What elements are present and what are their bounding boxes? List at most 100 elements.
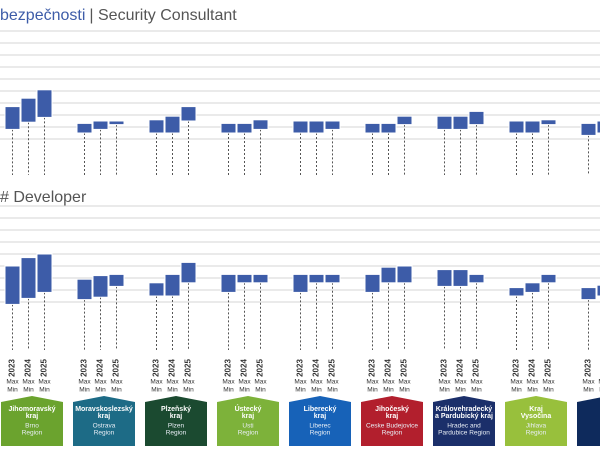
range-bar xyxy=(452,269,469,287)
year-label: 2023 xyxy=(440,359,449,377)
min-label: Min xyxy=(111,387,122,394)
region-name: Jihomoravský xyxy=(8,406,55,413)
range-bar xyxy=(596,284,600,297)
region-english: Region xyxy=(166,430,187,437)
min-label: Min xyxy=(399,387,410,394)
max-label: Max xyxy=(398,379,411,386)
range-bar xyxy=(36,253,53,293)
region-english: Region xyxy=(526,430,547,437)
range-bar xyxy=(380,266,397,284)
range-bar xyxy=(36,89,53,118)
region-name: kraj xyxy=(242,413,255,420)
year-label: 2024 xyxy=(240,359,249,377)
max-label: Max xyxy=(6,379,19,386)
region-english: Ceske Budejovice xyxy=(366,423,418,430)
range-bar xyxy=(180,261,197,284)
min-label: Min xyxy=(223,387,234,394)
min-label: Min xyxy=(583,387,594,394)
min-label: Min xyxy=(95,387,106,394)
region-name: Kraj xyxy=(529,406,543,413)
max-label: Max xyxy=(78,379,91,386)
min-label: Min xyxy=(311,387,322,394)
min-label: Min xyxy=(183,387,194,394)
min-label: Min xyxy=(39,387,50,394)
max-label: Max xyxy=(598,379,600,386)
min-label: Min xyxy=(527,387,538,394)
max-label: Max xyxy=(38,379,51,386)
range-bar xyxy=(396,265,413,284)
year-label: 2024 xyxy=(456,359,465,377)
max-label: Max xyxy=(470,379,483,386)
range-bar xyxy=(468,110,485,126)
region-badge xyxy=(361,396,423,446)
range-bar xyxy=(508,120,525,134)
range-bar xyxy=(364,122,381,134)
year-label: 2023 xyxy=(296,359,305,377)
range-bar xyxy=(220,122,237,134)
region-english: Jihlava xyxy=(526,423,547,430)
max-label: Max xyxy=(94,379,107,386)
range-bar xyxy=(148,119,165,134)
region-english: Region xyxy=(238,430,259,437)
max-label: Max xyxy=(310,379,323,386)
range-bar xyxy=(148,282,165,297)
min-label: Min xyxy=(79,387,90,394)
range-bar xyxy=(540,119,557,126)
region-badge xyxy=(1,396,63,446)
region-name: Liberecký xyxy=(304,406,337,413)
region-english: Usti xyxy=(242,423,253,430)
year-label: 2023 xyxy=(80,359,89,377)
region-name: kraj xyxy=(98,413,111,420)
max-label: Max xyxy=(382,379,395,386)
range-bar xyxy=(164,115,181,134)
min-label: Min xyxy=(439,387,450,394)
max-label: Max xyxy=(182,379,195,386)
region-english: Region xyxy=(22,430,43,437)
region-english: Pardubice Region xyxy=(438,430,490,437)
max-label: Max xyxy=(254,379,267,386)
range-bar xyxy=(76,278,93,301)
year-label: 2025 xyxy=(328,359,337,377)
min-label: Min xyxy=(295,387,306,394)
range-bar xyxy=(236,122,253,134)
range-bar xyxy=(524,120,541,134)
range-bar xyxy=(108,120,125,126)
region-badge xyxy=(433,396,495,446)
range-bar xyxy=(324,120,341,130)
region-name: Ústecký xyxy=(235,404,262,413)
min-label: Min xyxy=(151,387,162,394)
range-bar xyxy=(252,273,269,284)
range-bar xyxy=(508,287,525,297)
range-bar xyxy=(4,265,21,305)
range-bar xyxy=(436,269,453,287)
range-bar xyxy=(76,122,93,134)
region-name: Jihočeský xyxy=(375,406,409,413)
range-bar xyxy=(580,287,597,301)
region-english: Region xyxy=(310,430,331,437)
min-label: Min xyxy=(367,387,378,394)
max-label: Max xyxy=(150,379,163,386)
year-label: 2025 xyxy=(400,359,409,377)
range-bar xyxy=(164,273,181,297)
year-label: 2025 xyxy=(112,359,121,377)
panel-title: # Developer xyxy=(0,189,87,206)
region-english: Brno xyxy=(25,423,39,430)
region-english: Plzen xyxy=(168,423,185,430)
min-label: Min xyxy=(7,387,18,394)
range-bar xyxy=(452,115,469,130)
region-badge xyxy=(577,397,600,446)
max-label: Max xyxy=(454,379,467,386)
region-badge xyxy=(145,396,207,446)
year-label: 2024 xyxy=(312,359,321,377)
range-bar xyxy=(292,273,309,293)
range-bar xyxy=(236,273,253,284)
min-label: Min xyxy=(511,387,522,394)
range-bar xyxy=(20,97,37,123)
title: | Security Consultant xyxy=(89,7,237,24)
year-label: 2024 xyxy=(24,359,33,377)
max-label: Max xyxy=(510,379,523,386)
min-label: Min xyxy=(455,387,466,394)
year-label: 2023 xyxy=(368,359,377,377)
region-name: kraj xyxy=(314,413,327,420)
